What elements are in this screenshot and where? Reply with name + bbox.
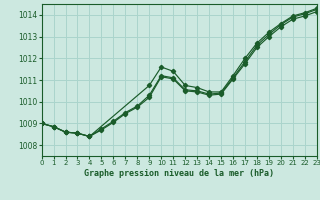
X-axis label: Graphe pression niveau de la mer (hPa): Graphe pression niveau de la mer (hPa) (84, 169, 274, 178)
